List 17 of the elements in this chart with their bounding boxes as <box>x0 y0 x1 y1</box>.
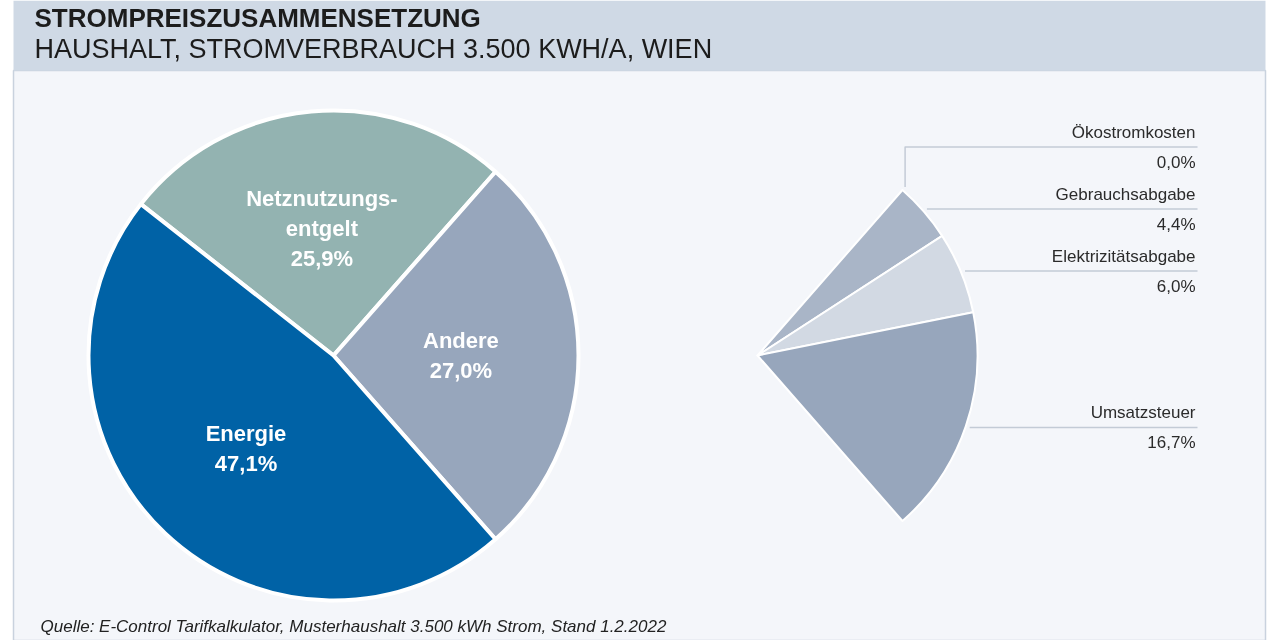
data-label: 47,1% <box>214 450 278 476</box>
category-label: Ökostromkosten <box>1071 122 1196 142</box>
data-label: 27,0% <box>429 358 493 383</box>
text: 0,0% <box>1156 152 1196 172</box>
data-label: 4,4% <box>1156 214 1196 234</box>
chart-title: STROMPREISZUSAMMENSETZUNG <box>34 2 481 33</box>
slice-label: Energie <box>205 420 287 446</box>
chart-subtitle: HAUSHALT, STROMVERBRAUCH 3.500 KWH/A, WIEN <box>34 33 713 64</box>
data-label: 25,9% <box>290 246 354 272</box>
slice-label: Netznutzungs- entgelt <box>246 186 398 242</box>
slice-label: Elektrizitätsabgabe <box>1051 247 1196 267</box>
slice-label: Umsatzsteuer <box>1090 403 1196 423</box>
data-label: 16,7% <box>1147 433 1196 453</box>
data-label: 6,0% <box>1156 277 1196 297</box>
slice-label: Gebrauchsabgabe <box>1055 184 1196 204</box>
slice-label: Andere <box>423 328 499 353</box>
source-note: Quelle: E-Control Tarifkalkulator, Musterhaushalt 3.500 kWh Strom, Stand 1.2.2022 <box>40 617 667 636</box>
